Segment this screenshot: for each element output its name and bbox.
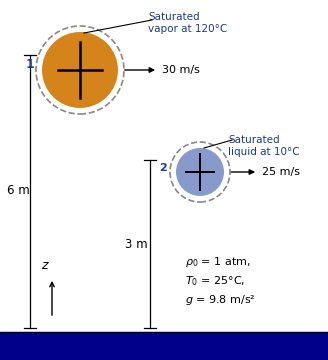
Text: 30 m/s: 30 m/s: [162, 65, 200, 75]
Text: Saturated
liquid at 10°C: Saturated liquid at 10°C: [228, 135, 299, 157]
Circle shape: [176, 148, 224, 196]
Text: 6 m: 6 m: [7, 184, 30, 197]
Circle shape: [42, 32, 118, 108]
Text: z: z: [41, 259, 47, 272]
Text: 25 m/s: 25 m/s: [262, 167, 300, 177]
Text: 3 m: 3 m: [125, 238, 147, 252]
Bar: [0, 332, 328, 360]
Text: $\rho_0$ = 1 atm,
$T_0$ = 25°C,
$g$ = 9.8 m/s²: $\rho_0$ = 1 atm, $T_0$ = 25°C, $g$ = 9.…: [185, 255, 256, 307]
Text: 1: 1: [26, 58, 34, 72]
Text: 2: 2: [159, 163, 167, 173]
Text: Saturated
vapor at 120°C: Saturated vapor at 120°C: [148, 12, 227, 35]
